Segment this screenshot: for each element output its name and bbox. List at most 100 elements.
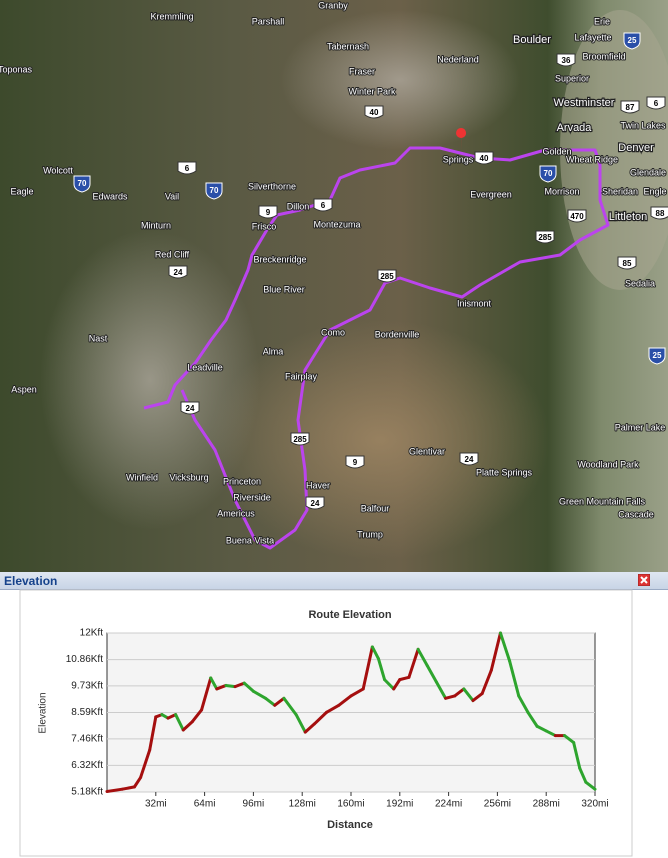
highway-shield [623,32,641,50]
highway-shield [535,230,555,244]
place-label: Twin Lakes [620,120,666,130]
elevation-segment [370,645,380,661]
elevation-segment [471,692,484,703]
elevation-segment [572,741,582,770]
x-tick-label: 64mi [194,799,216,810]
shield-label: 470 [570,212,584,221]
place-label: Erie [594,16,610,26]
place-label: Wheat Ridge [566,154,618,164]
shield-label: 285 [380,272,394,281]
place-label: Leadville [187,362,223,372]
place-label: Haver [306,480,330,490]
place-label: Wolcott [43,165,73,175]
place-label: Palmer Lake [615,422,666,432]
place-label: Green Mountain Falls [559,496,646,506]
place-label: Balfour [361,503,390,513]
elevation-segment [282,696,298,717]
shield-label: 24 [465,455,474,464]
highway-shield [377,269,397,283]
place-label: Toponas [0,64,33,74]
elevation-segment [383,678,396,691]
place-label: Dillon [287,201,310,211]
y-tick-label: 7.46Kft [71,733,103,744]
elevation-segment [190,708,204,724]
elevation-segment [209,676,219,691]
elevation-segment [200,676,213,712]
shield-label: 25 [653,351,662,360]
shield-label: 70 [544,169,553,178]
place-label: Broomfield [582,51,625,61]
x-tick-label: 96mi [243,799,265,810]
chart-title: Route Elevation [308,609,391,621]
shield-label: 36 [562,56,571,65]
close-button[interactable] [638,574,650,586]
elevation-segment [398,675,411,682]
place-label: Parshall [252,16,285,26]
place-label: Cascade [618,509,654,519]
shield-label: 24 [311,499,320,508]
elevation-segment [544,729,557,738]
route [143,146,610,550]
elevation-segment [489,631,502,672]
shield-label: 9 [266,208,271,217]
highway-shield [364,105,384,119]
elevation-segment [120,785,136,791]
elevation-segment [139,748,152,780]
place-label: Springs [443,154,474,164]
elevation-segment [303,722,316,734]
y-tick-label: 5.18Kft [71,787,103,798]
place-label: Blue River [263,284,305,294]
highway-shield [305,496,325,510]
place-label: Granby [318,0,348,10]
highway-shield [168,265,188,279]
highway-shield [650,206,668,220]
x-tick-label: 224mi [435,799,462,810]
elevation-segment [407,647,420,679]
elevation-segment [233,681,246,689]
place-label: Tabernash [327,41,369,51]
highway-shield [556,53,576,67]
shield-label: 40 [370,108,379,117]
shield-label: 40 [480,154,489,163]
highway-shield [459,452,479,466]
place-label: Boulder [513,34,551,46]
highway-shield [313,198,333,212]
y-axis-title: Elevation [38,692,49,733]
highway-shield [345,455,365,469]
place-label: Westminster [554,97,615,109]
place-label: Arvada [557,122,593,134]
elevation-segment [361,645,374,691]
place-label: Alma [263,346,284,356]
elevation-segment [434,680,448,700]
shield-label: 70 [210,186,219,195]
place-label: Glentivar [409,446,445,456]
place-label: Kremmling [150,11,193,21]
shield-label: 85 [623,259,632,268]
place-label: Fraser [349,66,375,76]
place-label: Nederland [437,54,479,64]
elevation-segment [242,681,255,693]
elevation-segment [526,710,539,728]
marker[interactable] [456,128,467,152]
elevation-segment [174,713,185,732]
highway-shield [290,432,310,446]
elevation-segment [148,715,158,752]
place-label: Golden [542,146,571,156]
elevation-segment [294,713,307,734]
y-tick-label: 10.86Kft [66,654,103,665]
place-label: Americus [217,508,255,518]
highway-shield [617,256,637,270]
place-label: Sedalia [625,278,655,288]
map[interactable]: Kremmling Parshall Granby Tabernash Fraser Wi… [0,0,668,572]
place-label: Breckenridge [253,254,306,264]
highway-shield [205,182,223,200]
place-label: Denver [618,142,654,154]
terrain [280,10,520,150]
place-label: Woodland Park [577,459,639,469]
place-label: Bordenville [375,329,420,339]
y-tick-label: 8.59Kft [71,707,103,718]
highway-shield [567,209,587,223]
place-label: Red Cliff [155,249,190,259]
elevation-segment [453,687,466,698]
elevation-segment [376,657,387,682]
